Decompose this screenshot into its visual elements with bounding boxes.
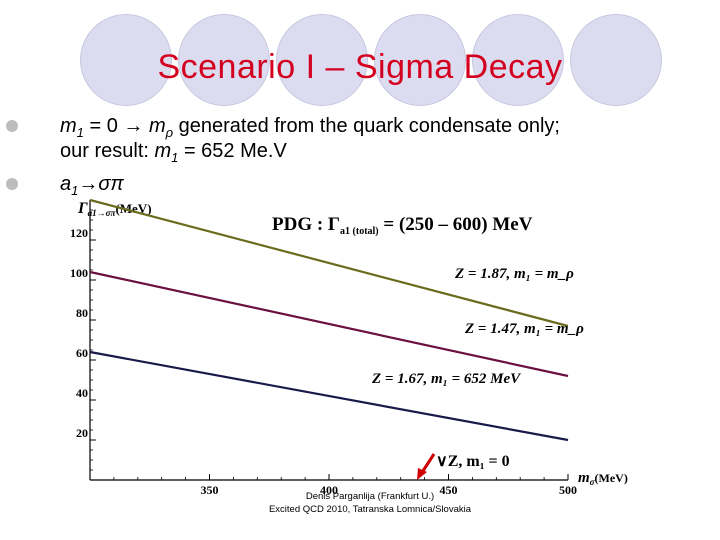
slide-footer: Denis Parganlija (Frankfurt U.) Excited … [230,490,510,516]
slide-title: Scenario I – Sigma Decay [157,48,563,86]
math-sub: 1 [171,150,179,165]
series-lines [89,198,569,442]
math-sub: 1 [76,125,84,140]
x-axis-label: mσ(MeV) [578,470,628,487]
bullet-text-fragment: = 652 Me.V [178,140,287,162]
y-tick-label: 80 [76,306,88,320]
x-tick-label: 500 [559,483,577,497]
math-m: m [148,115,166,137]
math-sub: ρ [165,125,174,140]
series-label-2: Z = 1.47, m₁ = m_ρ [464,321,584,337]
math-m: m [60,115,77,137]
decorative-circle-3 [274,12,370,108]
series-label-3: Z = 1.67, m₁ = 652 MeV [371,371,522,387]
bullet-dot-icon [6,120,18,132]
decorative-circle-6 [568,12,664,108]
bullet-dot-icon [6,178,18,190]
decorative-circle-2 [176,12,272,108]
marker-arrowhead-icon [417,468,427,480]
marker-label: ∨Z, m₁ = 0 [436,453,510,470]
bullet-1-line-2: our result: m1 = 652 Me.V [60,139,287,170]
bullet-2-line-1: a1→σπ [60,172,124,203]
y-tick-label: 100 [70,266,88,280]
footer-author: Denis Parganlija (Frankfurt U.) [305,491,435,502]
bullet-text-fragment: generated from the quark condensate only… [173,115,560,137]
y-axis-label: Γa1→σπ(MeV) [77,200,152,218]
footer-event: Excited QCD 2010, Tatranska Lomnica/Slov… [268,504,472,515]
x-tick-label: 350 [201,483,219,497]
x-tick-label: 400 [320,483,338,497]
decorative-circle-4 [372,12,468,108]
bullet-text-fragment: our result: [60,140,155,162]
y-tick-label: 60 [76,346,88,360]
math-m: m [154,140,172,162]
series-labels: Z = 1.87, m₁ = m_ρ Z = 1.47, m₁ = m_ρ Z = … [371,266,584,387]
series-label-1: Z = 1.87, m₁ = m_ρ [454,266,574,282]
math-a: a [60,173,72,195]
math-sub: 1 [71,183,79,198]
decay-arrow-text: →σπ [78,173,124,195]
y-axis-ticks: 20 40 60 80 100 120 [70,209,96,471]
bullet-text-fragment: = 0 → [83,115,149,137]
decorative-circle-5 [470,12,566,108]
y-tick-label: 40 [76,386,88,400]
y-tick-label: 20 [76,426,88,440]
series-line-2 [89,270,569,378]
series-line-3 [89,350,569,442]
x-tick-label: 450 [440,483,458,497]
decorative-circle-1 [78,12,174,108]
bullet-1-line-1: m1 = 0 → mρ generated from the quark con… [60,114,560,145]
y-tick-label: 120 [70,226,88,240]
pdg-annotation: PDG : Γa1 (total) = (250 – 600) MeV [272,214,533,237]
m1-zero-marker: ∨Z, m₁ = 0 [417,453,510,480]
x-axis-ticks: 350 400 450 500 [113,474,577,497]
series-line-1 [89,198,569,328]
